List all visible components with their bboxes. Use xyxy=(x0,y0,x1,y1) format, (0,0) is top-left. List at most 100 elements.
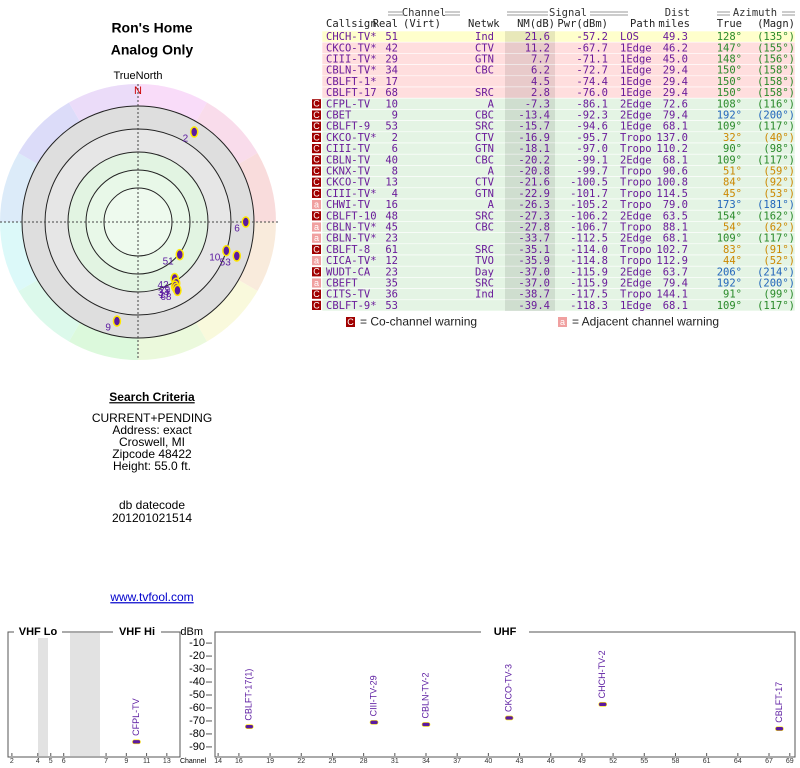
warning-letter: C xyxy=(313,132,320,142)
table-cell: 108° xyxy=(717,98,742,110)
title: Ron's Home xyxy=(111,20,192,36)
table-cell: 16 xyxy=(385,199,398,211)
signal-label: CBLN-TV-2 xyxy=(420,672,430,718)
table-cell: -115.9 xyxy=(570,266,608,278)
nm-shade xyxy=(505,165,555,177)
table-cell: 1Edge xyxy=(620,300,652,312)
x-tick-label: 22 xyxy=(297,758,305,765)
signal-label: CKCO-TV-3 xyxy=(504,664,514,712)
nm-shade xyxy=(505,299,555,311)
table-cell: 2Edge xyxy=(620,210,652,222)
table-cell: 17 xyxy=(385,76,398,88)
table-cell: 90.6 xyxy=(663,166,688,178)
polar-title: TrueNorth xyxy=(113,70,162,82)
signal-mark xyxy=(775,726,784,732)
table-cell: SRC xyxy=(475,278,494,290)
table-cell: 51 xyxy=(385,31,398,43)
table-cell: 88.1 xyxy=(663,222,688,234)
search-line: CURRENT+PENDING xyxy=(92,411,212,425)
warning-letter: C xyxy=(313,155,320,165)
x-tick-label: 40 xyxy=(484,758,492,765)
y-tick-label: -40 xyxy=(189,676,205,688)
table-cell: 2 xyxy=(392,132,398,144)
table-cell: 192° xyxy=(717,278,742,290)
x-tick-label: 55 xyxy=(640,758,648,765)
nm-shade xyxy=(505,255,555,267)
table-cell: 109° xyxy=(717,154,742,166)
table-cell: CBLFT-8 xyxy=(326,244,370,256)
table-cell: 68 xyxy=(385,87,398,99)
table-cell: 112.9 xyxy=(656,255,688,267)
table-cell: 23 xyxy=(385,233,398,245)
search-line: Address: exact xyxy=(112,423,192,437)
table-cell: (155°) xyxy=(757,42,795,54)
table-cell: Tropo xyxy=(620,199,652,211)
table-cell: CBC xyxy=(475,65,494,77)
warning-letter: C xyxy=(313,121,320,131)
table-cell: 1Edge xyxy=(620,65,652,77)
table-cell: -71.1 xyxy=(576,54,608,66)
table-cell: 2Edge xyxy=(620,278,652,290)
table-cell: -7.3 xyxy=(525,98,550,110)
warning-icon xyxy=(312,144,321,154)
legend-icon xyxy=(558,317,567,327)
table-cell: CBLN-TV xyxy=(326,154,371,166)
column-header: Pwr(dBm) xyxy=(557,18,608,30)
x-tick-label: 61 xyxy=(703,758,711,765)
group-header: Azimuth xyxy=(733,7,777,19)
table-cell: (59°) xyxy=(763,166,795,178)
x-tick-label: 64 xyxy=(734,758,742,765)
table-cell: A xyxy=(488,166,495,178)
legend-text: = Co-channel warning xyxy=(360,315,477,329)
table-cell: 1Edge xyxy=(620,87,652,99)
column-header: miles xyxy=(658,18,690,30)
nm-shade xyxy=(505,131,555,143)
search-line: Zipcode 48422 xyxy=(112,447,192,461)
y-tick-label: -30 xyxy=(189,663,205,675)
table-row xyxy=(321,299,796,312)
table-cell: 1Edge xyxy=(620,42,652,54)
station-dot xyxy=(112,315,122,327)
table-cell: (200°) xyxy=(757,110,795,122)
warning-letter: C xyxy=(313,211,320,221)
x-tick-label: 58 xyxy=(672,758,680,765)
y-tick-label: -70 xyxy=(189,715,205,727)
x-tick-label: 13 xyxy=(163,758,171,765)
table-cell: 23 xyxy=(385,266,398,278)
table-cell: CIII-TV* xyxy=(326,188,377,200)
table-cell: -99.1 xyxy=(576,154,608,166)
link[interactable]: www.tvfool.com xyxy=(109,590,193,604)
table-cell: (181°) xyxy=(757,199,795,211)
group-header: Dist xyxy=(665,7,690,19)
warning-icon xyxy=(312,99,321,109)
section-header-bg xyxy=(113,626,161,638)
warning-letter: C xyxy=(313,99,320,109)
table-cell: -118.3 xyxy=(570,300,608,312)
x-tick-label: 5 xyxy=(49,758,53,765)
table-cell: (214°) xyxy=(757,266,795,278)
table-cell: CITS-TV xyxy=(326,289,371,301)
search-line: Croswell, MI xyxy=(119,435,185,449)
band-shade xyxy=(70,633,100,756)
station-label: 29 xyxy=(159,285,171,296)
station-dot xyxy=(173,284,182,297)
nm-shade xyxy=(505,109,555,121)
table-cell: 109° xyxy=(717,121,742,133)
column-header: NM(dB) xyxy=(517,18,555,30)
table-cell: 2Edge xyxy=(620,110,652,122)
table-cell: 29 xyxy=(385,54,398,66)
table-cell: 44° xyxy=(723,255,742,267)
table-cell: -33.7 xyxy=(518,233,550,245)
table-cell: 6 xyxy=(392,143,398,155)
table-cell: 79.0 xyxy=(663,199,688,211)
table-cell: -117.5 xyxy=(570,289,608,301)
y-tick-label: -60 xyxy=(189,702,205,714)
table-cell: Tropo xyxy=(620,255,652,267)
nm-shade xyxy=(505,98,555,110)
signal-label: CBLFT-17(1) xyxy=(244,669,254,721)
warning-icon xyxy=(312,278,321,288)
table-cell: 83° xyxy=(723,244,742,256)
uhf-box xyxy=(214,631,796,758)
table-cell: Tropo xyxy=(620,244,652,256)
